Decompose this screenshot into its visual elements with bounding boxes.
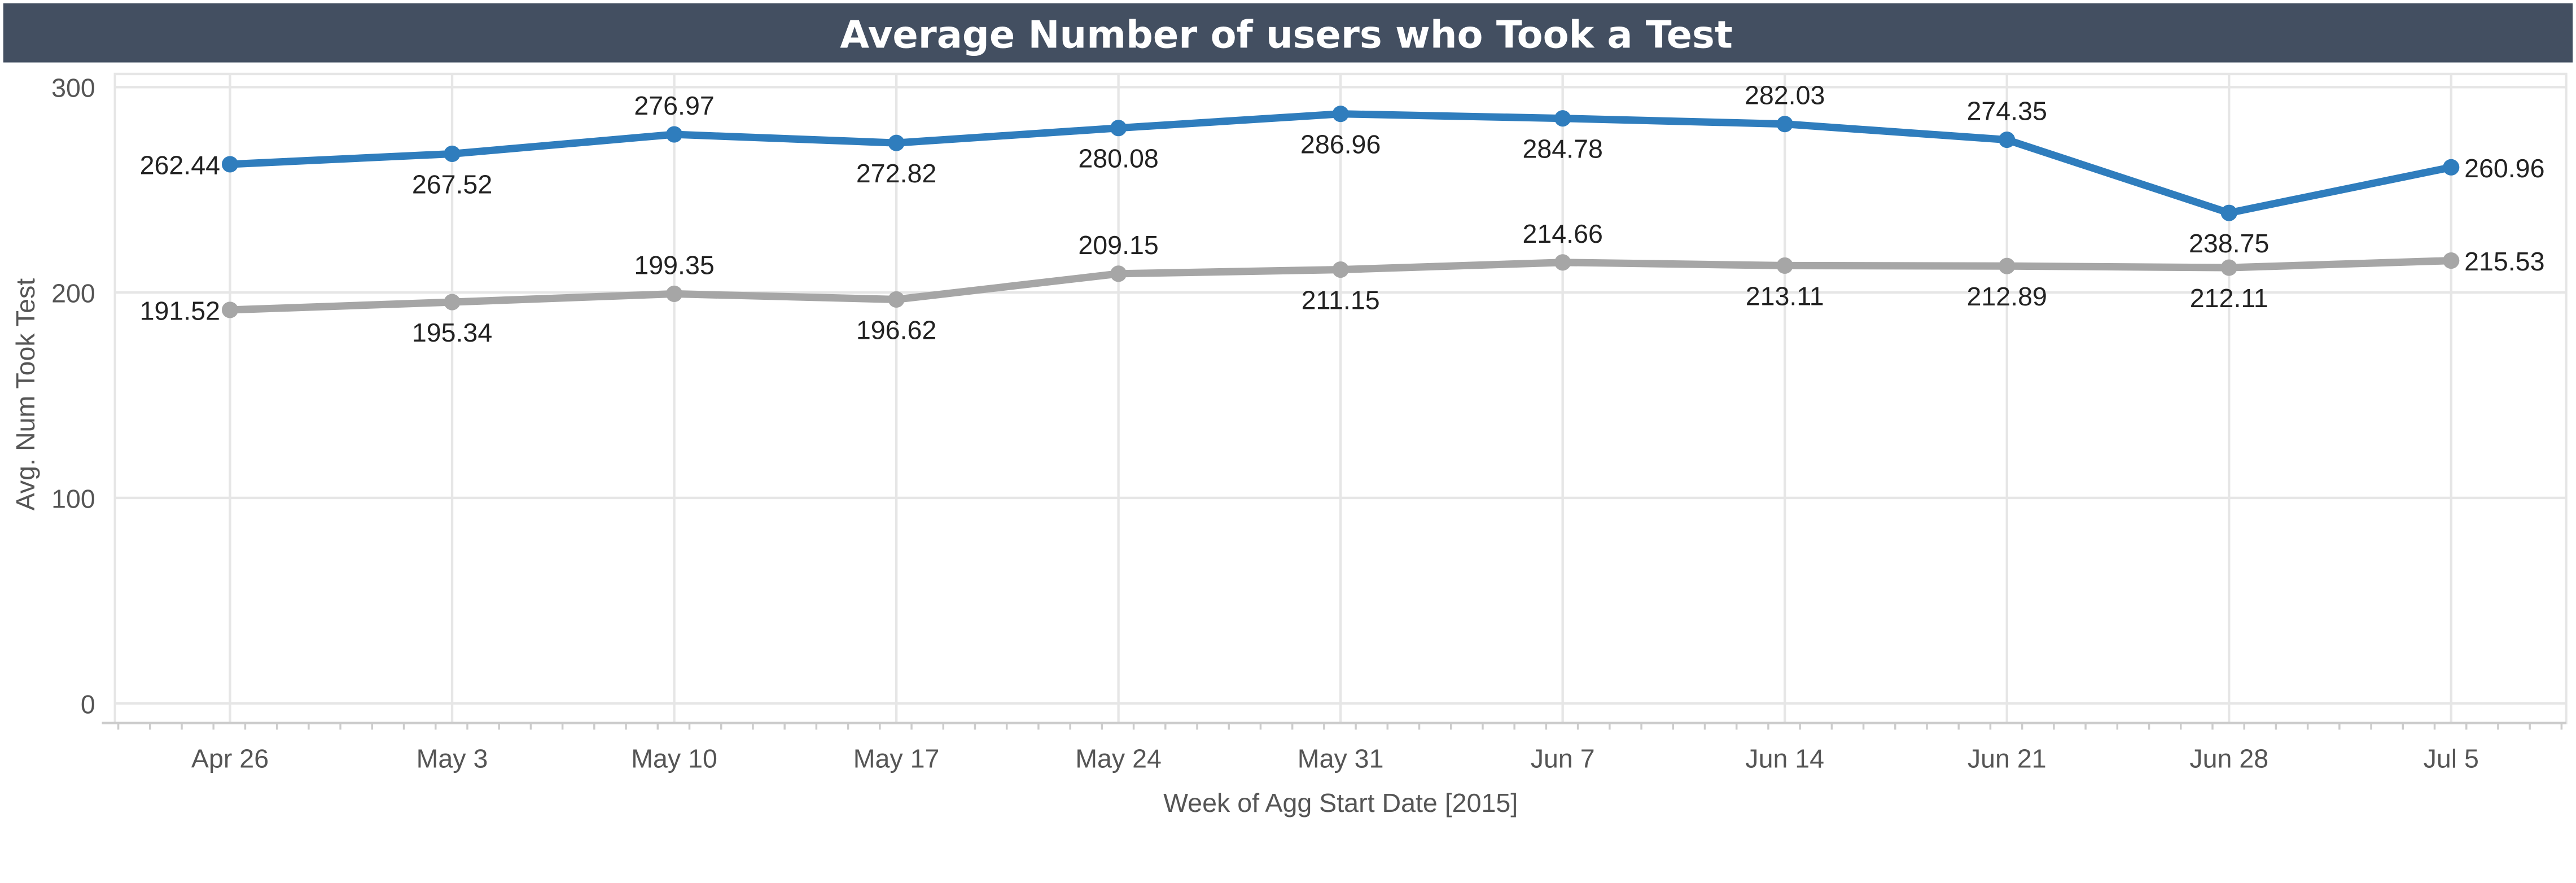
- x-tick-label: May 10: [631, 744, 717, 773]
- series-blue-data-label: 267.52: [412, 169, 492, 199]
- series-gray-point: [888, 291, 905, 308]
- series-gray-data-label: 214.66: [1522, 219, 1602, 248]
- series-gray-data-label: 213.11: [1746, 281, 1824, 311]
- x-tick-label: May 31: [1298, 744, 1384, 773]
- series-blue-point: [888, 134, 905, 151]
- series-blue-data-label: 260.96: [2464, 154, 2544, 183]
- series-blue-data-label: 276.97: [634, 91, 714, 120]
- series-blue-data-label: 284.78: [1522, 134, 1602, 164]
- series-gray-point: [221, 301, 239, 318]
- series-gray-point: [1776, 257, 1793, 274]
- x-tick-label: Jun 21: [1968, 744, 2047, 773]
- x-tick-label: May 3: [417, 744, 488, 773]
- y-tick-label: 0: [81, 689, 95, 719]
- series-blue-point: [1110, 120, 1127, 137]
- series-blue-point: [1776, 116, 1793, 133]
- series-gray-point: [1110, 265, 1127, 282]
- series-blue-data-label: 280.08: [1078, 144, 1158, 173]
- series-gray-data-label: 211.15: [1302, 285, 1380, 314]
- series-blue-point: [2220, 204, 2237, 221]
- series-gray-data-label: 209.15: [1078, 230, 1158, 260]
- x-tick-label: May 17: [853, 744, 940, 773]
- series-gray-data-label: 191.52: [140, 296, 220, 325]
- series-blue-point: [2443, 159, 2460, 176]
- series-blue-point: [444, 145, 461, 162]
- x-tick-label: Jun 28: [2189, 744, 2268, 773]
- series-blue-data-label: 262.44: [140, 150, 220, 180]
- x-tick-label: May 24: [1075, 744, 1162, 773]
- series-gray-point: [1332, 261, 1349, 278]
- series-gray-point: [2220, 259, 2237, 276]
- x-tick-label: Jul 5: [2424, 744, 2479, 773]
- series-blue-point: [1554, 110, 1571, 127]
- series-blue-point: [1999, 132, 2016, 148]
- series-gray-point: [1554, 254, 1571, 271]
- series-gray-point: [2443, 252, 2460, 269]
- x-tick-label: Jun 7: [1531, 744, 1595, 773]
- series-gray-data-label: 199.35: [634, 251, 714, 280]
- title-bar: [3, 3, 2573, 63]
- series-blue-data-label: 272.82: [856, 159, 936, 188]
- chart-title: Average Number of users who Took a Test: [840, 12, 1733, 56]
- series-gray-point: [444, 294, 461, 311]
- x-tick-label: Jun 14: [1745, 744, 1824, 773]
- series-blue-point: [666, 126, 683, 143]
- series-gray-point: [1999, 257, 2016, 274]
- series-blue-data-label: 238.75: [2189, 229, 2269, 258]
- series-gray-point: [666, 285, 683, 303]
- y-tick-label: 300: [51, 73, 95, 103]
- series-blue-data-label: 274.35: [1967, 97, 2047, 126]
- y-tick-label: 200: [51, 279, 95, 308]
- series-gray-data-label: 212.89: [1967, 282, 2047, 311]
- series-blue-point: [1332, 106, 1349, 123]
- series-gray-data-label: 196.62: [856, 315, 936, 344]
- series-blue-data-label: 286.96: [1300, 130, 1381, 159]
- series-gray-data-label: 212.11: [2190, 283, 2268, 313]
- x-axis-title: Week of Agg Start Date [2015]: [1163, 788, 1518, 818]
- series-blue-data-label: 282.03: [1745, 81, 1825, 110]
- y-tick-label: 100: [51, 484, 95, 513]
- series-gray-data-label: 215.53: [2464, 247, 2544, 276]
- series-blue-point: [221, 156, 239, 173]
- x-tick-label: Apr 26: [191, 744, 269, 773]
- series-gray-data-label: 195.34: [412, 318, 492, 347]
- y-axis-title: Avg. Num Took Test: [11, 278, 40, 511]
